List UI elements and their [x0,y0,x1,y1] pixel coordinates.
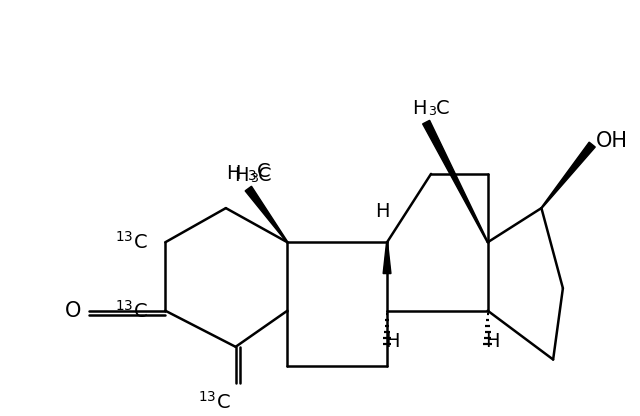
Polygon shape [245,186,288,243]
Text: $^{13}$C: $^{13}$C [115,300,148,322]
Text: OH: OH [596,131,628,151]
Text: C: C [258,166,272,185]
Text: H: H [412,99,426,118]
Text: O: O [65,301,81,321]
Text: H: H [234,166,248,185]
Polygon shape [383,242,391,274]
Text: $_3$C: $_3$C [247,161,271,183]
Text: H: H [375,202,389,221]
Text: H: H [226,163,241,183]
Polygon shape [541,142,595,208]
Text: $^{13}$C: $^{13}$C [115,231,148,253]
Text: $^{13}$C: $^{13}$C [198,391,231,413]
Text: C: C [436,99,449,118]
Text: H: H [385,332,399,351]
Text: 3: 3 [250,172,258,185]
Text: 3: 3 [428,105,436,118]
Polygon shape [422,120,488,243]
Text: H: H [485,332,500,351]
